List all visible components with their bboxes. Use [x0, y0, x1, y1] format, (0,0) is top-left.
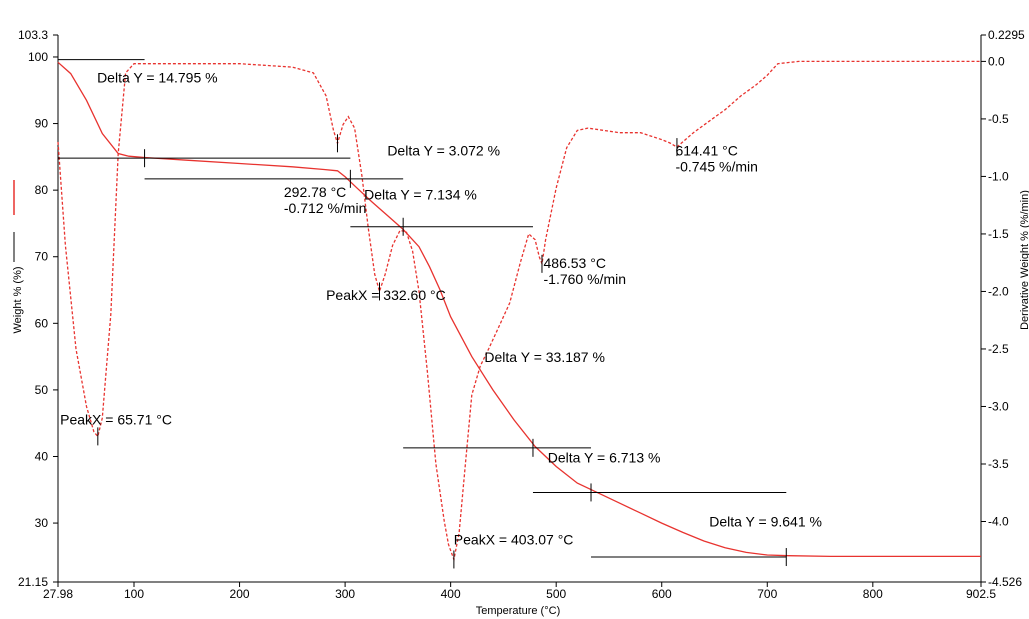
left-tick-label: 70 — [35, 250, 49, 264]
left-tick-label: 103.3 — [18, 28, 48, 42]
annotation-layer: Delta Y = 14.795 % Delta Y = 3.072 % Delta… — [58, 59, 822, 569]
right-tick-label: -4.0 — [988, 514, 1009, 528]
left-tick-label: 21.15 — [18, 575, 48, 589]
left-tick-label: 60 — [35, 316, 49, 330]
x-tick-label: 700 — [757, 587, 777, 601]
weight-series-line — [57, 61, 981, 558]
left-tick-label: 100 — [28, 50, 48, 64]
derivative-series-line — [57, 60, 981, 562]
x-tick-label: 100 — [124, 587, 144, 601]
x-tick-label: 600 — [652, 587, 672, 601]
left-axis-title: Weight % (%) — [12, 266, 24, 333]
delta-y-label: Delta Y = 6.713 % — [548, 449, 661, 465]
left-tick-label: 80 — [35, 183, 49, 197]
delta-y-label: Delta Y = 9.641 % — [709, 513, 822, 529]
series-layer — [57, 60, 981, 562]
right-tick-label: -1.5 — [988, 227, 1009, 241]
delta-y-label: Delta Y = 14.795 % — [97, 69, 218, 85]
point-label-rate: -1.760 %/min — [544, 271, 626, 287]
ticks-layer: 27.98 100 200 300 400 500 600 700 800 902.5 21.15 3… — [18, 28, 1025, 601]
right-tick-label: -3.5 — [988, 457, 1009, 471]
right-tick-label: 0.0 — [988, 54, 1005, 68]
delta-y-label: Delta Y = 33.187 % — [484, 349, 605, 365]
point-label-temperature: 614.41 °C — [675, 143, 737, 159]
point-label-temperature: 486.53 °C — [544, 255, 606, 271]
point-label-temperature: 292.78 °C — [284, 184, 346, 200]
x-tick-label: 500 — [546, 587, 566, 601]
right-tick-label: -4.526 — [988, 575, 1022, 589]
point-label-rate: -0.745 %/min — [675, 159, 757, 175]
delta-y-label: Delta Y = 7.134 % — [364, 186, 477, 202]
x-tick-label: 200 — [230, 587, 250, 601]
right-tick-label: -0.5 — [988, 112, 1009, 126]
left-tick-label: 90 — [35, 117, 49, 131]
right-tick-label: 0.2295 — [988, 28, 1025, 42]
axes — [13, 35, 982, 583]
peak-label: PeakX = 403.07 °C — [454, 531, 574, 547]
x-tick-label: 27.98 — [43, 587, 73, 601]
right-tick-label: -1.0 — [988, 169, 1009, 183]
right-tick-label: -2.5 — [988, 342, 1009, 356]
x-tick-label: 902.5 — [966, 587, 996, 601]
right-axis-title: Derivative Weight % (%/min) — [1019, 190, 1029, 330]
point-label-rate: -0.712 %/min — [284, 200, 366, 216]
x-tick-label: 400 — [441, 587, 461, 601]
peak-label: PeakX = 332.60 °C — [326, 287, 446, 303]
x-tick-label: 800 — [863, 587, 883, 601]
right-tick-label: -3.0 — [988, 399, 1009, 413]
peak-label: PeakX = 65.71 °C — [60, 412, 172, 428]
left-tick-label: 30 — [35, 516, 49, 530]
x-tick-label: 300 — [335, 587, 355, 601]
left-tick-label: 50 — [35, 383, 49, 397]
x-axis-title: Temperature (°C) — [476, 605, 560, 617]
right-tick-label: -2.0 — [988, 284, 1009, 298]
left-tick-label: 40 — [35, 449, 49, 463]
delta-y-label: Delta Y = 3.072 % — [387, 143, 500, 159]
